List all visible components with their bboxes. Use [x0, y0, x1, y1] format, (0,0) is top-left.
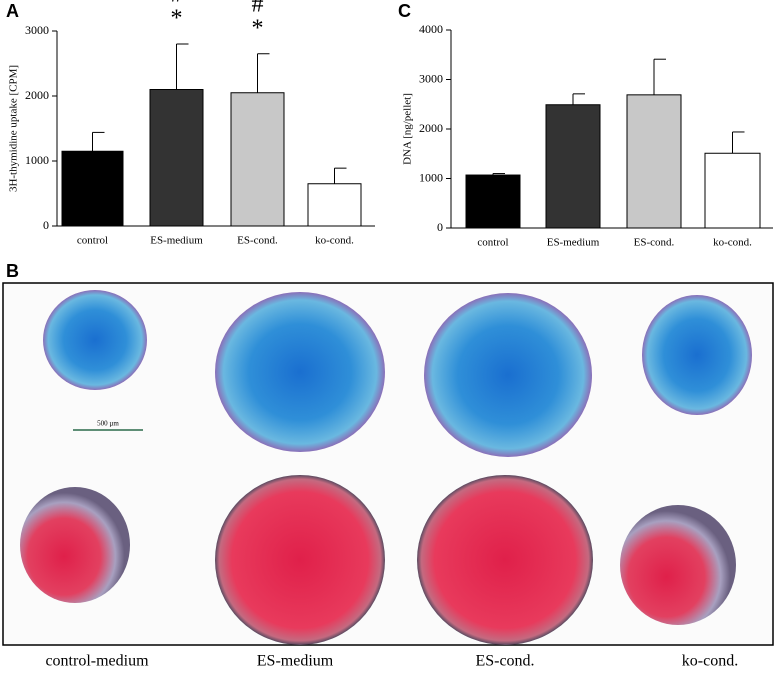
x-tick-label: ES-cond. [634, 237, 675, 249]
y-tick-label: 1000 [419, 170, 443, 184]
annotation: * [171, 6, 183, 32]
bar [626, 94, 682, 229]
x-tick-label: ES-cond. [237, 235, 278, 247]
panel-label: B [6, 261, 19, 281]
y-tick-label: 0 [43, 218, 49, 232]
bar [465, 174, 521, 229]
y-tick-label: 3000 [419, 71, 443, 85]
bar [545, 104, 601, 229]
y-axis-label: DNA [ng/pellet] [402, 93, 414, 165]
scale-bar-label: 500 µm [97, 420, 119, 428]
y-tick-label: 2000 [25, 88, 49, 102]
caption: control-medium [45, 653, 149, 670]
section-image [215, 475, 385, 645]
bar [704, 152, 761, 229]
y-tick-label: 4000 [419, 22, 443, 36]
y-tick-label: 1000 [25, 153, 49, 167]
panel-label: A [6, 1, 19, 21]
section-image [620, 505, 736, 625]
caption: ES-medium [257, 653, 334, 670]
panel-label: C [398, 1, 411, 21]
bar [61, 150, 124, 227]
x-tick-label: control [477, 237, 508, 249]
x-tick-label: ES-medium [150, 235, 203, 247]
x-tick-label: ko-cond. [713, 237, 752, 249]
section-image [417, 475, 593, 645]
section-image [20, 487, 130, 603]
x-tick-label: control [77, 235, 108, 247]
y-axis-label: 3H-thymidine uptake [CPM] [8, 65, 20, 192]
section-image [642, 295, 752, 415]
annotation: * [252, 15, 264, 41]
bar [307, 183, 362, 227]
section-image [215, 292, 385, 452]
micrograph-panel: B 500 µm control-medium ES-medium ES-con… [2, 261, 774, 670]
y-tick-label: 3000 [25, 23, 49, 37]
section-image [43, 290, 147, 390]
annotation: # [171, 0, 183, 8]
section-image [424, 293, 592, 457]
x-tick-label: ES-medium [547, 237, 600, 249]
caption: ko-cond. [682, 653, 738, 670]
x-tick-label: ko-cond. [315, 235, 354, 247]
bar [230, 92, 285, 227]
y-tick-label: 2000 [419, 121, 443, 135]
bar [149, 89, 204, 227]
y-tick-label: 0 [437, 220, 443, 234]
caption: ES-cond. [475, 653, 534, 670]
annotation: # [252, 0, 264, 17]
